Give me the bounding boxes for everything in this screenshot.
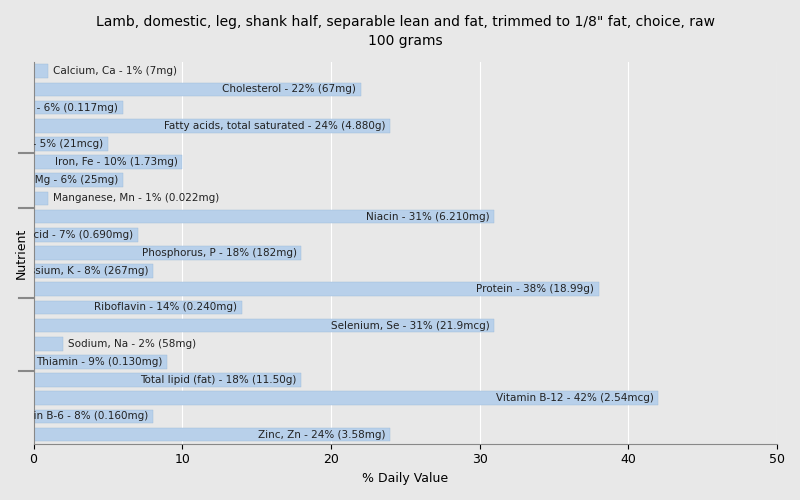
Bar bbox=[34, 374, 301, 387]
Bar bbox=[34, 264, 153, 278]
Text: Potassium, K - 8% (267mg): Potassium, K - 8% (267mg) bbox=[6, 266, 148, 276]
Text: Folate, total - 5% (21mcg): Folate, total - 5% (21mcg) bbox=[0, 139, 103, 149]
Bar bbox=[34, 319, 494, 332]
Text: Niacin - 31% (6.210mg): Niacin - 31% (6.210mg) bbox=[366, 212, 490, 222]
Bar bbox=[34, 228, 138, 241]
Y-axis label: Nutrient: Nutrient bbox=[15, 228, 28, 278]
Text: Thiamin - 9% (0.130mg): Thiamin - 9% (0.130mg) bbox=[37, 357, 163, 367]
Text: Vitamin B-12 - 42% (2.54mcg): Vitamin B-12 - 42% (2.54mcg) bbox=[496, 394, 654, 404]
Text: Zinc, Zn - 24% (3.58mg): Zinc, Zn - 24% (3.58mg) bbox=[258, 430, 386, 440]
Bar bbox=[34, 337, 63, 350]
Text: Calcium, Ca - 1% (7mg): Calcium, Ca - 1% (7mg) bbox=[53, 66, 177, 76]
Text: Phosphorus, P - 18% (182mg): Phosphorus, P - 18% (182mg) bbox=[142, 248, 297, 258]
Bar bbox=[34, 355, 167, 369]
Text: Pantothenic acid - 7% (0.690mg): Pantothenic acid - 7% (0.690mg) bbox=[0, 230, 133, 240]
Bar bbox=[34, 300, 242, 314]
Text: Magnesium, Mg - 6% (25mg): Magnesium, Mg - 6% (25mg) bbox=[0, 176, 118, 186]
Bar bbox=[34, 64, 49, 78]
Text: Copper, Cu - 6% (0.117mg): Copper, Cu - 6% (0.117mg) bbox=[0, 102, 118, 113]
Text: Iron, Fe - 10% (1.73mg): Iron, Fe - 10% (1.73mg) bbox=[55, 157, 178, 167]
Bar bbox=[34, 428, 390, 442]
X-axis label: % Daily Value: % Daily Value bbox=[362, 472, 448, 485]
Bar bbox=[34, 137, 108, 150]
Text: Manganese, Mn - 1% (0.022mg): Manganese, Mn - 1% (0.022mg) bbox=[53, 194, 219, 203]
Bar bbox=[34, 282, 598, 296]
Bar bbox=[34, 192, 49, 205]
Bar bbox=[34, 410, 153, 424]
Bar bbox=[34, 82, 361, 96]
Bar bbox=[34, 119, 390, 132]
Text: Protein - 38% (18.99g): Protein - 38% (18.99g) bbox=[476, 284, 594, 294]
Bar bbox=[34, 210, 494, 224]
Text: Selenium, Se - 31% (21.9mcg): Selenium, Se - 31% (21.9mcg) bbox=[331, 320, 490, 330]
Text: Fatty acids, total saturated - 24% (4.880g): Fatty acids, total saturated - 24% (4.88… bbox=[165, 121, 386, 131]
Text: Sodium, Na - 2% (58mg): Sodium, Na - 2% (58mg) bbox=[68, 339, 196, 349]
Text: Cholesterol - 22% (67mg): Cholesterol - 22% (67mg) bbox=[222, 84, 356, 94]
Title: Lamb, domestic, leg, shank half, separable lean and fat, trimmed to 1/8" fat, ch: Lamb, domestic, leg, shank half, separab… bbox=[96, 15, 714, 48]
Bar bbox=[34, 174, 122, 187]
Bar bbox=[34, 156, 182, 169]
Bar bbox=[34, 246, 301, 260]
Text: Total lipid (fat) - 18% (11.50g): Total lipid (fat) - 18% (11.50g) bbox=[140, 375, 297, 385]
Bar bbox=[34, 392, 658, 405]
Text: Riboflavin - 14% (0.240mg): Riboflavin - 14% (0.240mg) bbox=[94, 302, 238, 312]
Bar bbox=[34, 101, 122, 114]
Text: Vitamin B-6 - 8% (0.160mg): Vitamin B-6 - 8% (0.160mg) bbox=[2, 412, 148, 422]
